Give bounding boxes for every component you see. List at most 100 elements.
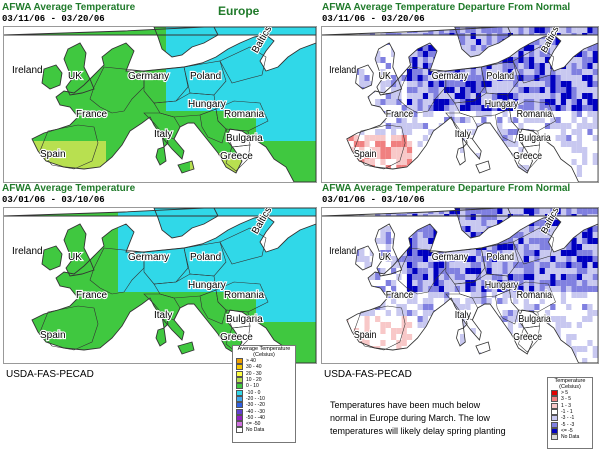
legend-swatch	[236, 408, 243, 415]
panel-title-br: AFWA Average Temperature Departure From …	[322, 183, 571, 194]
legend-item: 0 - 10	[233, 383, 295, 390]
map-label-bulgaria: Bulgaria	[226, 133, 263, 144]
legend-swatch	[551, 415, 558, 422]
legend-title-line: Average Temperature	[237, 346, 291, 352]
legend-swatch	[236, 402, 243, 409]
map-label-germany: Germany	[432, 71, 469, 83]
map-label-hungary: Hungary	[485, 280, 519, 292]
map-label-uk: UK	[379, 71, 392, 83]
map-label-ireland: Ireland	[12, 246, 43, 257]
region-title: Europe	[218, 4, 260, 18]
panel-dates-bl: 03/01/06 - 03/10/06	[2, 195, 105, 205]
legend-item: 1 - 3	[548, 402, 592, 409]
country-borders	[4, 27, 316, 182]
legend-title-line: (Celsius)	[253, 352, 275, 358]
legend-swatch	[551, 427, 558, 434]
legend-item: -3 - -1	[548, 415, 592, 422]
legend-swatch	[236, 358, 243, 365]
legend-label: 1 - 3	[561, 402, 572, 409]
legend-item: 10 - 20	[233, 377, 295, 384]
legend-average-temperature: Average Temperature (Celsius) > 40 30 - 40 2…	[232, 345, 296, 443]
panel-dates-br: 03/01/06 - 03/10/06	[322, 195, 425, 205]
map-label-ireland: Ireland	[329, 65, 356, 77]
map-label-italy: Italy	[455, 129, 471, 141]
legend-item: -20 - -10	[233, 395, 295, 402]
country-borders	[4, 208, 316, 363]
map-label-bulgaria: Bulgaria	[518, 133, 551, 145]
legend-label: 0 - 10	[246, 383, 259, 390]
legend-item: -40 - -30	[233, 408, 295, 415]
legend-swatch	[551, 434, 558, 441]
legend-label: -20 - -10	[246, 395, 265, 402]
legend-item: -1 - 1	[548, 409, 592, 416]
legend-label: -40 - -30	[246, 408, 265, 415]
map-label-france: France	[386, 109, 414, 121]
legend-label: -3 - -1	[561, 415, 575, 422]
map-label-hungary: Hungary	[485, 99, 519, 111]
legend-label: <= -50	[246, 421, 261, 428]
credit-right: USDA-FAS-PECAD	[324, 369, 412, 380]
legend-label: -50 - -40	[246, 414, 265, 421]
legend-label: -30 - -20	[246, 402, 265, 409]
legend-item: 3 - 5	[548, 396, 592, 403]
map-label-greece: Greece	[220, 332, 253, 343]
legend-item: > 5	[548, 390, 592, 397]
map-label-greece: Greece	[513, 332, 542, 344]
legend-title-line: (Celsius)	[559, 384, 581, 390]
map-label-hungary: Hungary	[188, 99, 226, 110]
map-label-spain: Spain	[354, 149, 377, 161]
legend-label: > 5	[561, 390, 569, 397]
map-label-poland: Poland	[190, 71, 221, 82]
map-departure-mar11-20: Ireland UK Germany Poland Baltics France Hunga…	[321, 26, 599, 183]
map-label-uk: UK	[379, 252, 392, 264]
legend-label: 20 - 30	[246, 370, 262, 377]
map-label-romania: Romania	[224, 109, 264, 120]
map-label-spain: Spain	[40, 330, 66, 341]
map-avg-temp-mar11-20: Ireland UK Germany Poland Baltics France Hunga…	[3, 26, 317, 183]
legend-label: No Data	[561, 434, 580, 441]
map-label-greece: Greece	[220, 151, 253, 162]
legend-label: -10 - 0	[246, 389, 261, 396]
credit-left: USDA-FAS-PECAD	[6, 369, 94, 380]
legend-label: 3 - 5	[561, 396, 572, 403]
legend-swatch	[551, 390, 558, 397]
legend-item: No Data	[233, 427, 295, 434]
legend-item: -30 - -20	[233, 402, 295, 409]
panel-title-tl: AFWA Average Temperature	[2, 2, 136, 13]
map-label-romania: Romania	[517, 290, 553, 302]
map-label-poland: Poland	[190, 252, 221, 263]
map-label-romania: Romania	[517, 109, 553, 121]
map-label-germany: Germany	[432, 252, 469, 264]
panel-dates-tr: 03/11/06 - 03/20/06	[322, 14, 425, 24]
legend-label: -1 - 1	[561, 409, 573, 416]
note-line-2: normal in Europe during March. The low	[330, 413, 490, 423]
legend-title-line: Temperature	[554, 378, 586, 384]
map-label-ireland: Ireland	[12, 65, 43, 76]
map-label-bulgaria: Bulgaria	[226, 314, 263, 325]
legend-swatch	[551, 396, 558, 403]
legend-swatch	[236, 414, 243, 421]
legend-item: -50 - -40	[233, 414, 295, 421]
legend-swatch	[236, 421, 243, 428]
panel-title-bl: AFWA Average Temperature	[2, 183, 136, 194]
legend-swatch	[551, 409, 558, 416]
map-label-germany: Germany	[128, 71, 169, 82]
panel-dates-tl: 03/11/06 - 03/20/06	[2, 14, 105, 24]
map-label-italy: Italy	[154, 129, 172, 140]
legend-swatch	[236, 427, 243, 434]
map-label-italy: Italy	[455, 310, 471, 322]
legend-label: 30 - 40	[246, 364, 262, 371]
map-departure-mar01-10: Ireland UK Germany Poland Baltics France Hunga…	[321, 207, 599, 364]
country-borders	[322, 27, 598, 182]
legend-item: No Data	[548, 434, 592, 441]
legend-swatch	[236, 383, 243, 390]
legend-swatch	[236, 389, 243, 396]
legend-swatch	[551, 402, 558, 409]
map-label-italy: Italy	[154, 310, 172, 321]
map-label-romania: Romania	[224, 290, 264, 301]
legend-item: 20 - 30	[233, 370, 295, 377]
